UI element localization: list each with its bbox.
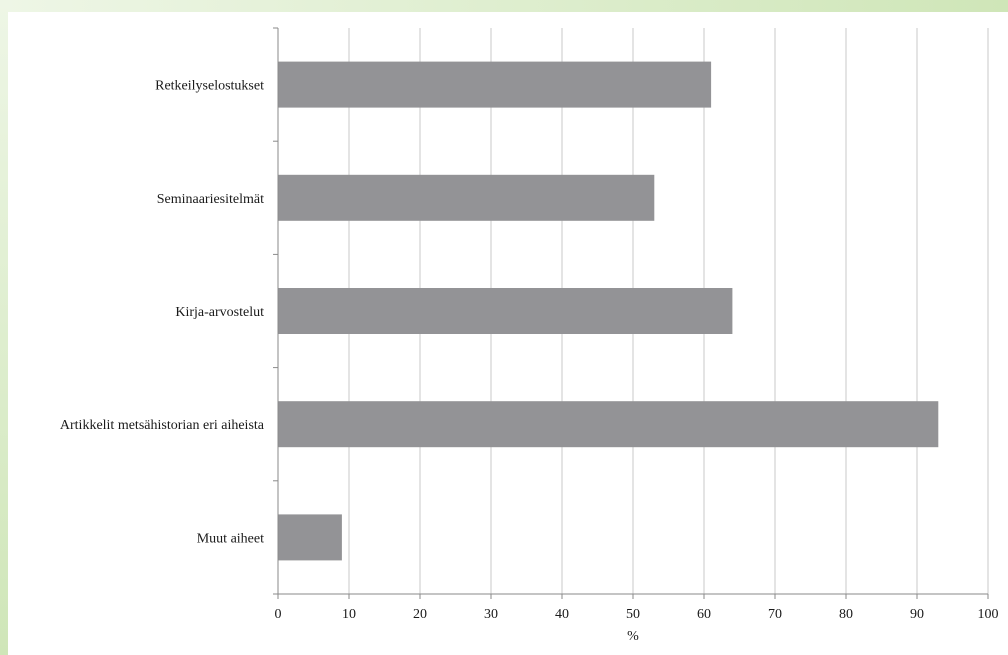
x-tick-label-70: 70: [768, 607, 782, 622]
x-tick-label-0: 0: [275, 607, 282, 622]
category-label-5: Muut aiheet: [197, 531, 264, 546]
category-label-2: Seminaariesitelmät: [157, 192, 264, 207]
x-tick-labels: 0 10 20 30 40 50 60 70 80 90 100: [275, 607, 999, 622]
x-tick-label-90: 90: [910, 607, 924, 622]
x-tick-label-80: 80: [839, 607, 853, 622]
x-tick-label-50: 50: [626, 607, 640, 622]
bar-3: [278, 288, 733, 334]
x-tick-label-30: 30: [484, 607, 498, 622]
category-label-1: Retkeilyselostukset: [155, 79, 264, 94]
x-axis-title: %: [627, 629, 639, 644]
category-label-3: Kirja-arvostelut: [175, 305, 264, 320]
bar-5: [278, 514, 342, 561]
category-label-4: Artikkelit metsähistorian eri aiheista: [60, 418, 265, 433]
x-tick-label-60: 60: [697, 607, 711, 622]
bar-1: [278, 61, 712, 108]
decorative-left-band: [0, 0, 8, 655]
x-tick-label-20: 20: [413, 607, 427, 622]
x-tick-label-40: 40: [555, 607, 569, 622]
x-tick-label-10: 10: [342, 607, 356, 622]
category-labels: Retkeilyselostukset Seminaariesitelmät Kir…: [60, 79, 265, 547]
axes: [273, 27, 989, 599]
decorative-top-band: [0, 0, 1008, 12]
bar-4: [278, 401, 939, 448]
bar-2: [278, 174, 655, 221]
bars: [278, 61, 939, 561]
x-tick-label-100: 100: [978, 607, 999, 622]
